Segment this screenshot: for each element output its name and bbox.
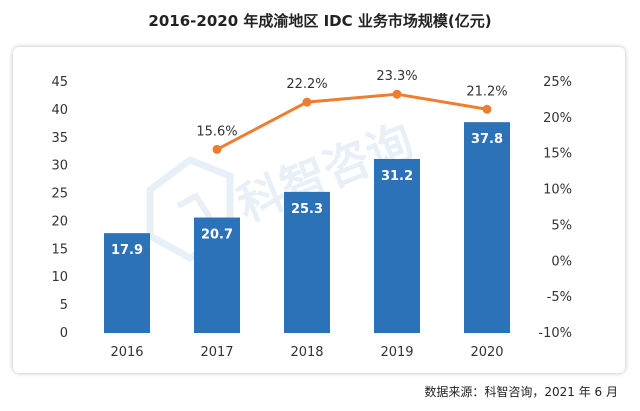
growth-point-2019 (392, 89, 402, 99)
x-tick-label: 2018 (290, 345, 323, 360)
growth-point-2018 (302, 97, 312, 107)
bar-label-2019: 31.2 (381, 169, 413, 184)
growth-line (216, 92, 488, 151)
x-tick-label: 2016 (110, 345, 143, 360)
y-left-tick-label: 15 (51, 242, 68, 257)
y-right-tick-label: 10% (543, 183, 572, 198)
y-left-tick-label: 25 (51, 187, 68, 202)
bar-2019 (374, 158, 420, 333)
growth-label-2017: 15.6% (196, 124, 237, 139)
y-left-tick-label: 5 (60, 298, 68, 313)
y-left-tick-label: 40 (51, 103, 68, 118)
growth-label-2019: 23.3% (376, 69, 417, 84)
bar-label-2017: 20.7 (201, 228, 233, 243)
x-tick-label: 2017 (200, 345, 233, 360)
y-left-tick-label: 20 (51, 214, 68, 229)
y-right-tick-label: 20% (543, 111, 572, 126)
y-right-tick-label: -5% (547, 290, 572, 305)
bar-2018 (284, 191, 330, 333)
chart-title: 2016-2020 年成渝地区 IDC 业务市场规模(亿元) (148, 12, 492, 30)
growth-point-2017 (212, 144, 222, 154)
y-left-tick-label: 10 (51, 270, 68, 285)
source-note: 数据来源：科智咨询，2021 年 6 月 (424, 385, 618, 399)
y-left-tick-label: 0 (60, 326, 68, 341)
x-tick-label: 2020 (470, 345, 503, 360)
growth-label-2020: 21.2% (466, 84, 507, 99)
y-right-tick-label: -10% (538, 326, 572, 341)
growth-label-2018: 22.2% (286, 77, 327, 92)
y-right-tick-label: 15% (543, 147, 572, 162)
bar-label-2018: 25.3 (291, 202, 323, 217)
y-left-tick-label: 45 (51, 75, 68, 90)
bar-2017 (194, 217, 240, 333)
bar-2020 (464, 122, 510, 333)
y-right-tick-label: 0% (551, 254, 572, 269)
x-tick-label: 2019 (380, 345, 413, 360)
bar-label-2016: 17.9 (111, 243, 143, 258)
y-left-tick-label: 30 (51, 159, 68, 174)
growth-point-2020 (482, 104, 492, 114)
bar-2016 (104, 233, 150, 333)
y-right-tick-label: 25% (543, 75, 572, 90)
y-left-tick-label: 35 (51, 131, 68, 146)
bar-label-2020: 37.8 (471, 132, 503, 147)
y-right-tick-label: 5% (551, 218, 572, 233)
